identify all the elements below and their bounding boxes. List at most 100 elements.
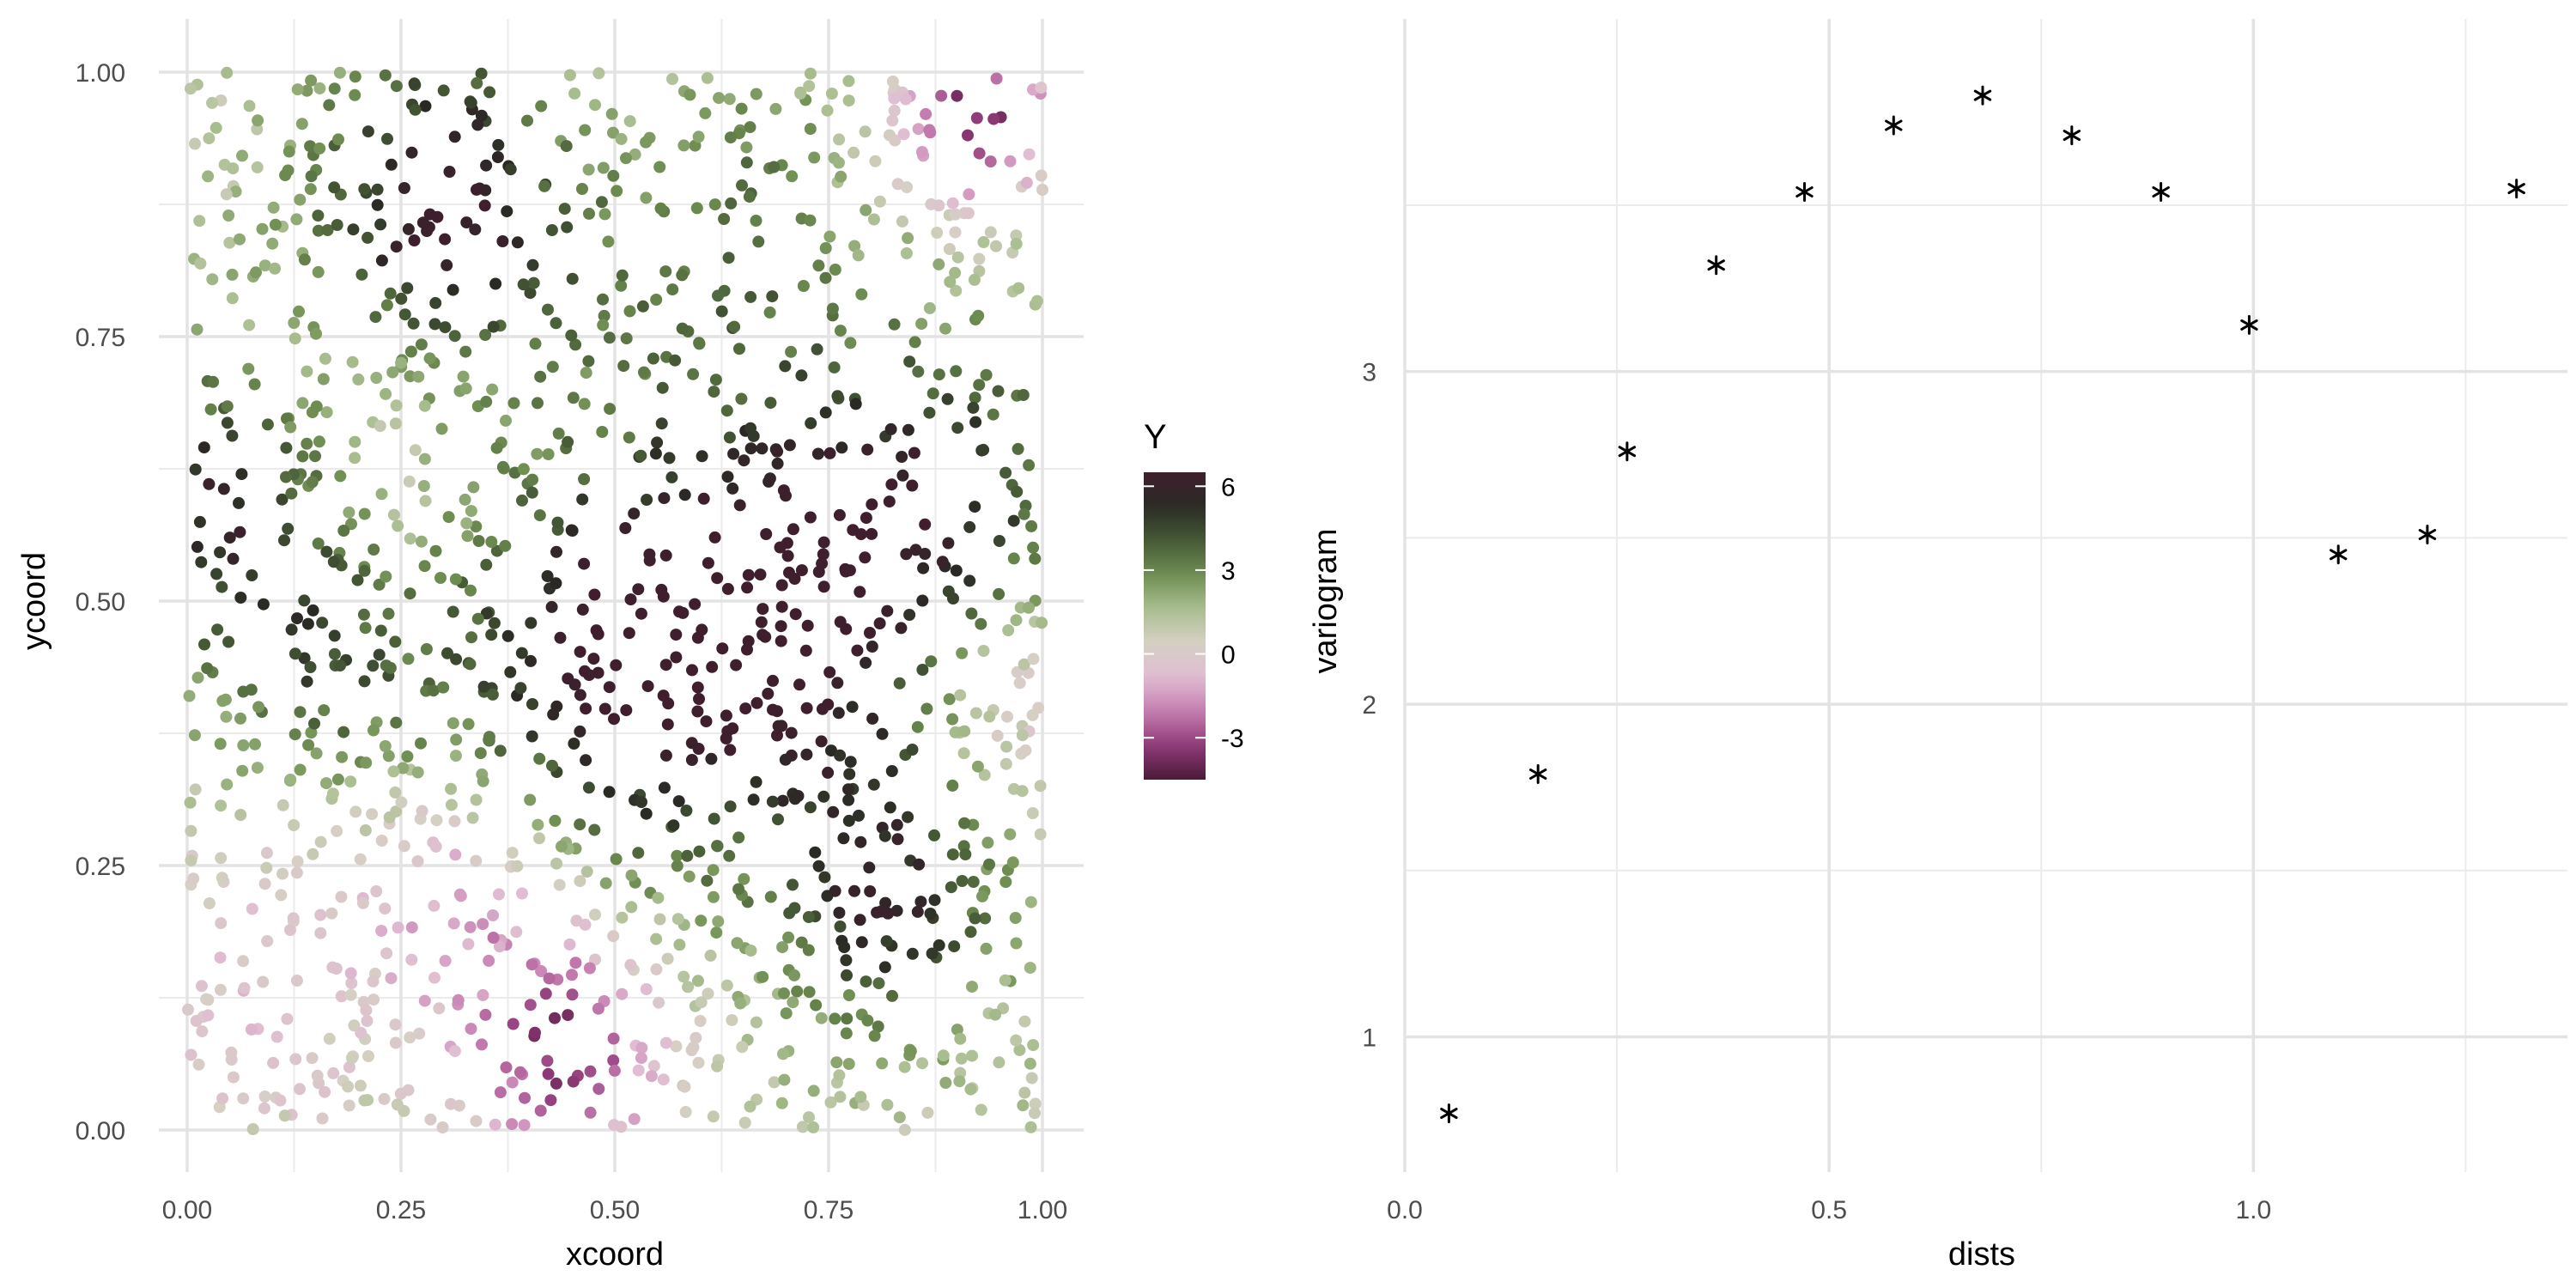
right-grid bbox=[1403, 19, 2567, 1172]
field-point bbox=[486, 688, 499, 701]
field-point bbox=[768, 161, 781, 173]
field-point bbox=[439, 321, 452, 334]
field-point bbox=[550, 317, 562, 330]
field-point bbox=[193, 215, 206, 228]
field-point bbox=[697, 492, 710, 505]
field-point bbox=[404, 345, 417, 358]
field-point bbox=[319, 352, 331, 365]
field-point bbox=[382, 607, 395, 620]
field-point bbox=[251, 123, 264, 136]
field-point bbox=[344, 775, 357, 788]
field-point bbox=[1013, 1043, 1026, 1056]
field-point bbox=[916, 664, 929, 676]
field-point bbox=[450, 750, 462, 762]
field-point bbox=[640, 191, 653, 204]
field-point bbox=[715, 305, 728, 318]
field-point bbox=[721, 471, 734, 483]
field-point bbox=[275, 889, 288, 902]
field-point bbox=[370, 885, 383, 897]
field-point bbox=[701, 874, 714, 887]
field-point bbox=[367, 659, 380, 672]
field-point bbox=[603, 681, 616, 694]
field-point bbox=[946, 197, 959, 210]
field-point bbox=[750, 696, 763, 709]
field-point bbox=[933, 939, 945, 951]
field-point bbox=[185, 1048, 197, 1061]
field-point bbox=[724, 800, 737, 813]
field-point bbox=[596, 426, 609, 438]
field-point bbox=[700, 715, 713, 728]
field-point bbox=[198, 638, 210, 651]
field-point bbox=[969, 416, 982, 428]
field-point bbox=[485, 629, 498, 641]
field-point bbox=[635, 449, 647, 462]
field-point bbox=[973, 147, 986, 160]
field-point bbox=[1019, 744, 1032, 756]
field-point bbox=[278, 534, 290, 547]
field-point bbox=[397, 762, 410, 775]
field-point bbox=[615, 132, 628, 145]
field-point bbox=[671, 913, 684, 926]
field-point bbox=[659, 659, 672, 671]
field-point bbox=[884, 422, 897, 435]
field-point bbox=[574, 725, 586, 738]
field-point bbox=[442, 511, 455, 524]
field-point bbox=[202, 170, 215, 183]
field-point bbox=[900, 247, 913, 259]
field-point bbox=[314, 908, 327, 921]
field-point bbox=[317, 373, 330, 386]
field-point bbox=[450, 653, 463, 665]
field-point bbox=[532, 818, 544, 831]
field-point bbox=[969, 707, 982, 720]
field-point bbox=[999, 757, 1012, 770]
field-point bbox=[902, 232, 914, 245]
field-point bbox=[873, 617, 886, 629]
field-point bbox=[636, 300, 649, 313]
field-point bbox=[690, 1031, 702, 1044]
field-point bbox=[766, 290, 779, 303]
field-point bbox=[476, 1038, 488, 1051]
field-point bbox=[323, 99, 336, 112]
variogram-point bbox=[1618, 441, 1637, 462]
field-point bbox=[912, 123, 925, 136]
field-point bbox=[1036, 617, 1048, 629]
variogram-point bbox=[2418, 525, 2437, 544]
field-point bbox=[629, 148, 641, 161]
field-point bbox=[967, 876, 980, 888]
field-point bbox=[475, 67, 488, 80]
field-point bbox=[290, 213, 303, 226]
field-point bbox=[578, 557, 591, 570]
field-point bbox=[1018, 658, 1030, 671]
right-y-axis-title: variogram bbox=[1308, 529, 1344, 674]
field-point bbox=[472, 535, 485, 547]
field-point bbox=[967, 401, 980, 414]
field-point bbox=[800, 702, 813, 714]
field-point bbox=[653, 996, 665, 1009]
field-point bbox=[547, 708, 560, 720]
field-point bbox=[440, 258, 453, 271]
field-point bbox=[404, 532, 416, 545]
field-point bbox=[871, 906, 884, 919]
field-point bbox=[389, 1018, 402, 1031]
field-point bbox=[744, 945, 757, 957]
field-point bbox=[501, 629, 514, 642]
field-point bbox=[914, 896, 927, 908]
field-point bbox=[981, 836, 994, 849]
field-point bbox=[911, 905, 924, 918]
field-point bbox=[354, 853, 367, 866]
field-point bbox=[234, 809, 247, 821]
field-point bbox=[242, 362, 255, 375]
field-point bbox=[946, 779, 959, 792]
field-point bbox=[532, 397, 544, 410]
field-point bbox=[706, 660, 719, 673]
field-point bbox=[386, 366, 399, 379]
field-point bbox=[811, 447, 824, 460]
field-point bbox=[623, 627, 635, 640]
field-point bbox=[963, 574, 976, 587]
field-point bbox=[860, 512, 872, 525]
field-point bbox=[276, 799, 289, 811]
field-point bbox=[702, 987, 714, 1000]
field-point bbox=[379, 740, 392, 752]
field-point bbox=[840, 623, 853, 635]
left-grid bbox=[159, 19, 1084, 1172]
